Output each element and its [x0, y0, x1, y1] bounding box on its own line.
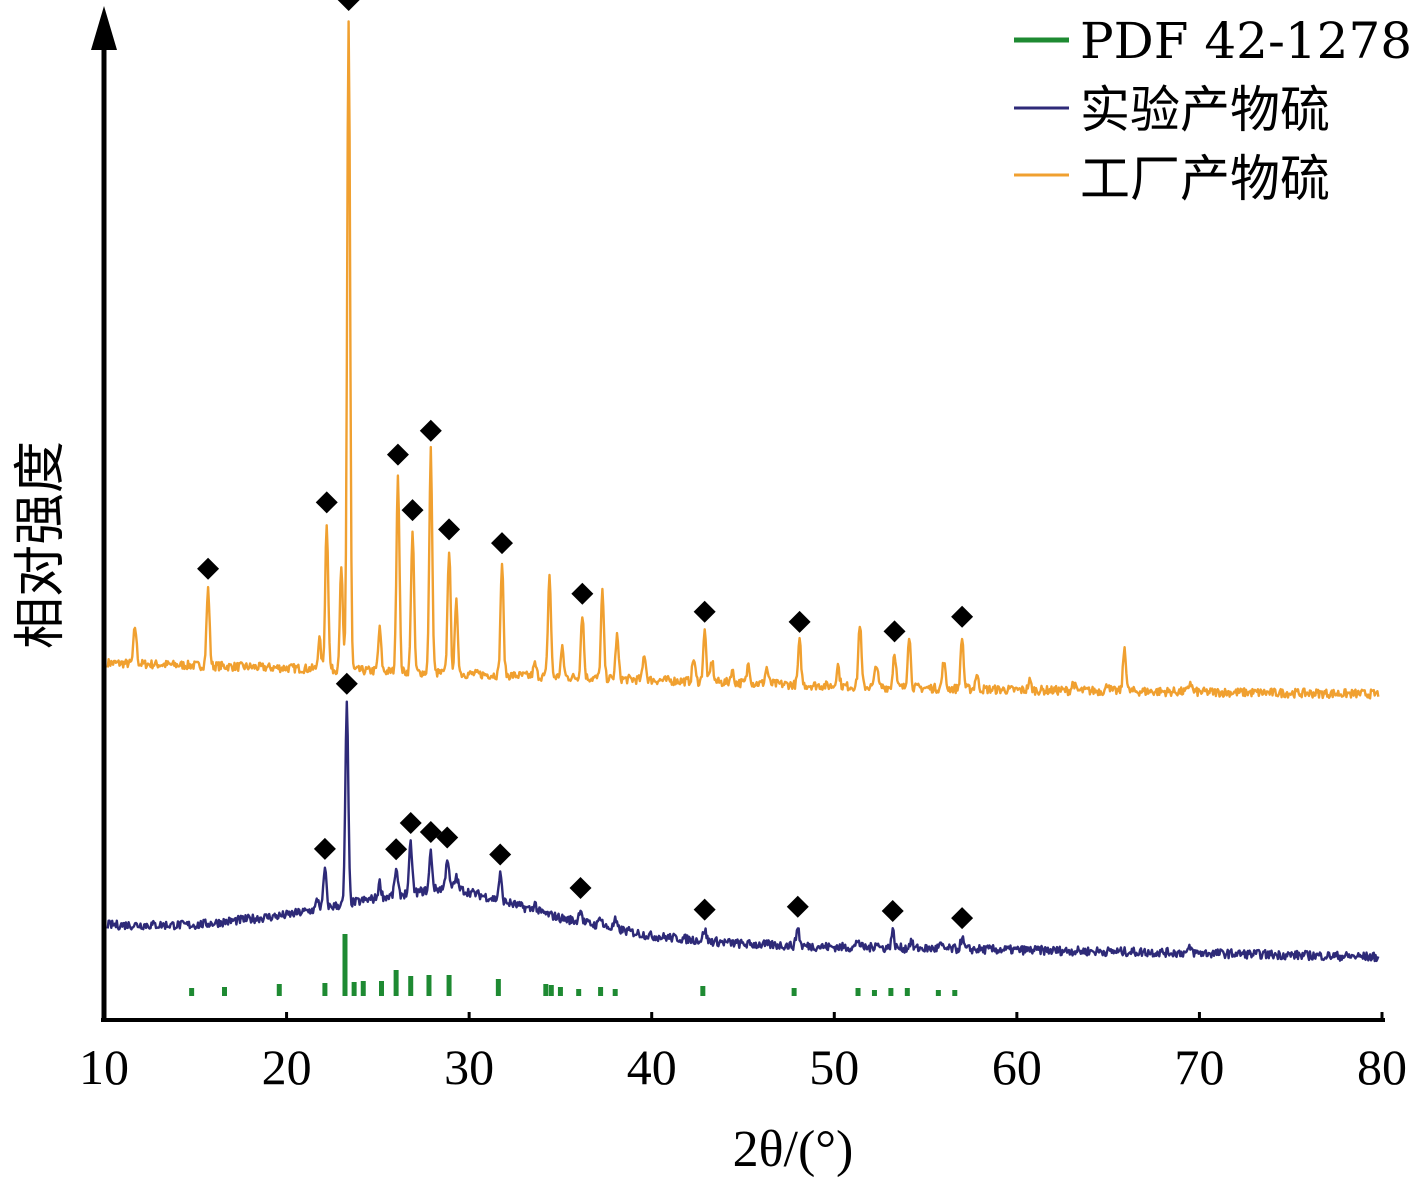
y-axis-title: 相对强度	[13, 441, 70, 649]
x-tick-label: 30	[444, 1039, 494, 1095]
legend-item: 实验产物硫	[1014, 81, 1330, 139]
peak-marker-diamond-icon	[385, 838, 408, 861]
peak-marker-diamond-icon	[335, 672, 358, 695]
x-tick-layer: 10 20 30 40 50 60 70 80	[79, 1012, 1407, 1095]
x-tick-label: 10	[79, 1039, 129, 1095]
y-axis-arrow-icon	[91, 6, 117, 50]
x-tick-label: 20	[262, 1039, 312, 1095]
peak-marker-diamond-icon	[197, 557, 220, 580]
series-line	[106, 20, 1380, 700]
peak-marker-diamond-icon	[571, 582, 594, 605]
peak-marker-diamond-icon	[315, 491, 338, 514]
peak-marker-diamond-icon	[693, 600, 716, 623]
peak-marker-diamond-icon	[951, 605, 974, 628]
legend-label: 实验产物硫	[1080, 81, 1330, 139]
peak-marker-diamond-icon	[399, 812, 422, 835]
peak-marker-diamond-icon	[786, 895, 809, 918]
peak-marker-diamond-icon	[883, 620, 906, 643]
x-tick-label: 40	[627, 1039, 677, 1095]
peak-marker-diamond-icon	[438, 518, 461, 541]
legend-item: PDF 42-1278	[1014, 12, 1412, 70]
legend: PDF 42-1278 实验产物硫 工厂产物硫	[1014, 12, 1412, 208]
x-axis-title: 2θ/(°)	[733, 1121, 854, 1178]
peak-marker-diamond-icon	[569, 876, 592, 899]
marker-layer	[197, 0, 974, 930]
peak-marker-diamond-icon	[313, 837, 336, 860]
legend-label: PDF 42-1278	[1080, 12, 1412, 70]
peak-marker-diamond-icon	[788, 610, 811, 633]
x-tick-label: 80	[1357, 1039, 1407, 1095]
peak-marker-diamond-icon	[337, 0, 360, 12]
peak-marker-diamond-icon	[951, 907, 974, 930]
peak-marker-diamond-icon	[489, 843, 512, 866]
x-tick-label: 60	[992, 1039, 1042, 1095]
peak-marker-diamond-icon	[419, 419, 442, 442]
peak-marker-diamond-icon	[491, 532, 514, 555]
series-layer	[106, 20, 1380, 996]
peak-marker-diamond-icon	[401, 499, 424, 522]
axes	[91, 6, 1385, 1022]
peak-marker-diamond-icon	[386, 443, 409, 466]
peak-marker-diamond-icon	[436, 826, 459, 849]
series-line	[106, 700, 1380, 963]
legend-label: 工厂产物硫	[1080, 150, 1330, 208]
legend-item: 工厂产物硫	[1014, 150, 1330, 208]
peak-marker-diamond-icon	[693, 898, 716, 921]
x-tick-label: 50	[809, 1039, 859, 1095]
x-tick-label: 70	[1174, 1039, 1224, 1095]
peak-marker-diamond-icon	[881, 899, 904, 922]
